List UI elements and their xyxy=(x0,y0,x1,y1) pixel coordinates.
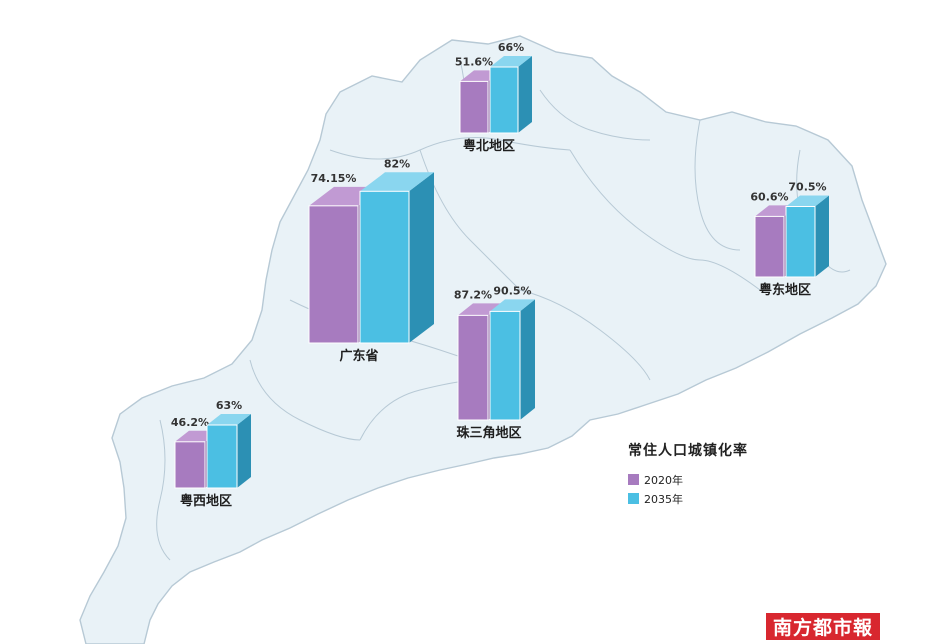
region-label-yuedong: 粤东地区 xyxy=(759,282,811,298)
legend-swatch-2035 xyxy=(628,493,639,504)
legend-title: 常住人口城镇化率 xyxy=(628,443,748,459)
bar-guangdong-2035 xyxy=(359,172,434,344)
legend-item-2035: 2035年 xyxy=(628,489,748,508)
region-group-yuebei: 51.6% 66% 粤北地区 xyxy=(455,41,532,154)
bar-side xyxy=(520,299,535,420)
bar-yuedong-2035 xyxy=(785,195,829,278)
bar-top xyxy=(490,56,532,67)
value-label-zhusanjiao-2035: 90.5% xyxy=(493,284,531,297)
value-label-yuexi-2035: 63% xyxy=(216,399,242,412)
newspaper-masthead: 南方都市報 xyxy=(766,613,880,640)
bar-side xyxy=(237,414,251,488)
region-group-yuedong: 60.6%70.5% 粤东地区 xyxy=(750,181,829,298)
bar-front xyxy=(206,424,238,489)
bar-side xyxy=(815,195,829,277)
bar-front xyxy=(785,206,816,278)
legend-label-2035: 2035年 xyxy=(644,492,683,506)
region-label-zhusanjiao: 珠三角地区 xyxy=(456,425,521,441)
value-label-zhusanjiao-2020: 87.2% xyxy=(454,288,492,301)
bar-front xyxy=(457,314,489,421)
bar-top xyxy=(360,172,434,192)
bar-front xyxy=(459,80,489,134)
bar-top xyxy=(490,299,535,312)
region-group-guangdong: 74.15% 82% 广东省 xyxy=(308,157,434,364)
bar-yuebei-2035 xyxy=(489,56,532,134)
bar-top xyxy=(786,195,829,207)
bar-side xyxy=(518,56,532,133)
value-label-yuebei-2020: 51.6% xyxy=(455,55,493,68)
region-label-guangdong: 广东省 xyxy=(339,348,378,364)
value-label-yuedong-2035: 70.5% xyxy=(788,181,826,194)
bar-top xyxy=(207,414,251,425)
value-label-yuexi-2020: 46.2% xyxy=(171,416,209,429)
bar-yuexi-2035 xyxy=(206,414,251,489)
bar-zhusanjiao-2035 xyxy=(489,299,535,421)
region-group-zhusanjiao: 87.2% 90.5% 珠三角地区 xyxy=(454,284,535,441)
bar-front xyxy=(308,205,359,344)
value-label-yuebei-2035: 66% xyxy=(498,41,524,54)
value-label-guangdong-2020: 74.15% xyxy=(311,172,357,185)
region-label-yuebei: 粤北地区 xyxy=(463,138,515,154)
legend-item-2020: 2020年 xyxy=(628,470,748,489)
bar-front xyxy=(754,215,785,278)
bar-front xyxy=(489,310,521,421)
legend-label-2020: 2020年 xyxy=(644,473,683,487)
value-label-guangdong-2035: 82% xyxy=(384,157,410,170)
legend-swatch-2020 xyxy=(628,474,639,485)
value-label-yuedong-2020: 60.6% xyxy=(750,190,788,203)
region-label-yuexi: 粤西地区 xyxy=(180,493,232,509)
legend: 常住人口城镇化率 2020年 2035年 xyxy=(628,440,748,508)
bar-front xyxy=(489,66,519,134)
region-group-yuexi: 46.2% 63% 粤西地区 xyxy=(171,399,251,509)
bar-side xyxy=(409,172,434,343)
bar-front xyxy=(359,190,410,344)
bar-front xyxy=(174,441,206,489)
